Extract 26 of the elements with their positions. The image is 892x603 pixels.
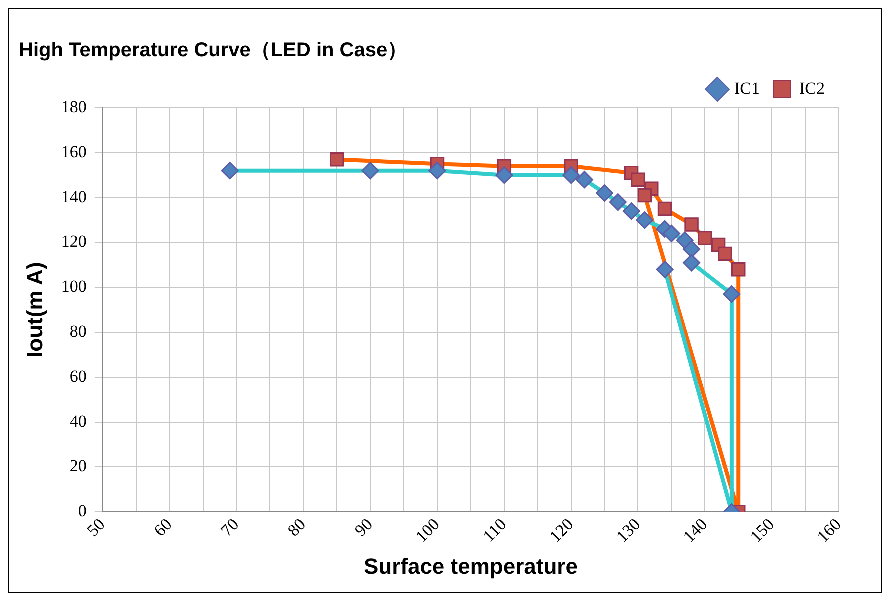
x-tick-label: 140 — [680, 514, 712, 546]
y-tick-label: 60 — [70, 366, 87, 386]
legend-label: IC1 — [734, 78, 760, 98]
x-tick-label: 80 — [284, 514, 310, 540]
x-tick-label: 110 — [479, 514, 510, 546]
y-tick-label: 0 — [78, 502, 87, 521]
y-tick-label: 160 — [61, 142, 87, 162]
y-tick-label: 120 — [61, 232, 87, 252]
x-tick-label: 90 — [351, 514, 377, 540]
y-tick-label: 20 — [70, 456, 87, 476]
x-tick-label: 150 — [746, 514, 778, 546]
x-tick-label: 60 — [150, 514, 176, 540]
chart-title: High Temperature Curve（LED in Case） — [19, 40, 408, 62]
x-tick-label: 120 — [546, 514, 578, 546]
y-axis-title: Iout(m A) — [22, 262, 48, 358]
legend-label: IC2 — [800, 78, 825, 98]
y-tick-label: 80 — [70, 322, 87, 341]
x-axis-title: Surface temperature — [364, 554, 578, 579]
x-tick-label: 70 — [217, 514, 243, 540]
y-tick-label: 100 — [61, 277, 87, 296]
x-tick-label: 100 — [412, 514, 444, 546]
x-tick-label: 130 — [612, 514, 644, 546]
x-tick-label: 160 — [814, 514, 845, 546]
y-tick-label: 140 — [61, 187, 87, 206]
y-tick-label: 180 — [61, 97, 87, 116]
y-tick-label: 40 — [70, 412, 87, 431]
